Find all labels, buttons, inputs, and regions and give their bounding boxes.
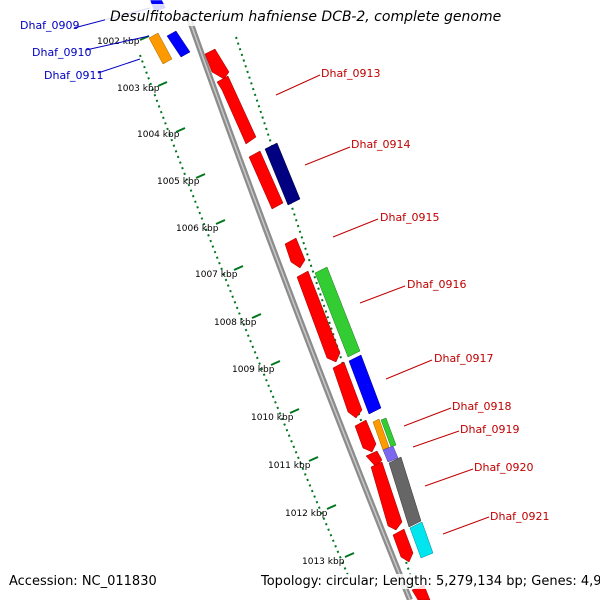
- gene-Dhaf_0921-red[interactable]: [392, 528, 414, 563]
- leader-Dhaf_0914: [304, 146, 351, 166]
- label-Dhaf_0921[interactable]: Dhaf_0921: [490, 510, 550, 523]
- gene-Dhaf_0911[interactable]: [166, 30, 191, 58]
- kbp-label-1009: 1009 kbp: [232, 365, 275, 375]
- genes: [148, 0, 434, 600]
- kbp-tick-1006: [215, 219, 226, 225]
- kbp-label-1008: 1008 kbp: [214, 318, 257, 328]
- kbp-tick-1009: [270, 360, 281, 366]
- genome-title: Desulfitobacterium hafniense DCB-2, comp…: [110, 9, 501, 25]
- label-Dhaf_0910[interactable]: Dhaf_0910: [32, 46, 92, 59]
- label-Dhaf_0913[interactable]: Dhaf_0913: [321, 67, 381, 80]
- leader-Dhaf_0910: [85, 35, 150, 51]
- gene-Dhaf_0920-red-b[interactable]: [370, 461, 403, 531]
- leader-Dhaf_0919: [412, 430, 460, 448]
- kbp-tick-1013: [344, 552, 355, 558]
- leader-Dhaf_0913: [275, 74, 321, 96]
- gene-Dhaf_0920[interactable]: [388, 456, 422, 528]
- accession-text: Accession: NC_011830: [9, 574, 157, 589]
- kbp-ticks: 1002 kbp 1003 kbp 1004 kbp 1005 kbp 1006…: [97, 35, 355, 567]
- gene-Dhaf_0914[interactable]: [264, 142, 301, 206]
- kbp-tick-1010: [289, 408, 300, 414]
- gene-Dhaf_0916[interactable]: [314, 266, 361, 358]
- kbp-tick-1004: [175, 127, 186, 133]
- gene-Dhaf_0920-purple[interactable]: [382, 445, 399, 463]
- gene-Dhaf_0919-red[interactable]: [354, 419, 377, 453]
- title-backdrop: [105, 4, 497, 26]
- label-Dhaf_0917[interactable]: Dhaf_0917: [434, 352, 494, 365]
- leader-Dhaf_0915: [332, 218, 379, 238]
- genome-backbone-highlight: [185, 9, 411, 600]
- gene-Dhaf_0910[interactable]: [148, 32, 173, 65]
- kbp-tick-1005: [195, 173, 206, 179]
- inner-tick-track: [139, 54, 351, 581]
- leader-Dhaf_0917: [385, 359, 433, 380]
- leader-Dhaf_0918: [403, 407, 452, 427]
- gene-Dhaf_0913[interactable]: [216, 75, 257, 145]
- leader-Dhaf_0911: [97, 58, 141, 74]
- kbp-tick-1003: [157, 81, 168, 87]
- kbp-label-1006: 1006 kbp: [176, 224, 219, 234]
- label-Dhaf_0914[interactable]: Dhaf_0914: [351, 138, 411, 151]
- kbp-tick-1011: [308, 456, 319, 462]
- gene-Dhaf_0917[interactable]: [348, 354, 382, 415]
- kbp-label-1010: 1010 kbp: [251, 413, 294, 423]
- kbp-label-1011: 1011 kbp: [268, 461, 311, 471]
- label-Dhaf_0916[interactable]: Dhaf_0916: [407, 278, 467, 291]
- kbp-tick-1012: [326, 504, 337, 510]
- gene-Dhaf_0920-red[interactable]: [365, 450, 383, 468]
- kbp-label-1005: 1005 kbp: [157, 177, 200, 187]
- leader-Dhaf_0921: [442, 516, 490, 535]
- leader-Dhaf_0916: [359, 285, 406, 304]
- label-Dhaf_0919[interactable]: Dhaf_0919: [460, 423, 520, 436]
- kbp-label-1007: 1007 kbp: [195, 270, 238, 280]
- label-Dhaf_0909[interactable]: Dhaf_0909: [20, 19, 80, 32]
- gene-Dhaf_0915[interactable]: [284, 237, 306, 269]
- kbp-label-1003: 1003 kbp: [117, 84, 160, 94]
- label-Dhaf_0915[interactable]: Dhaf_0915: [380, 211, 440, 224]
- gene-labels: Dhaf_0909 Dhaf_0910 Dhaf_0911 Dhaf_0913 …: [20, 19, 550, 523]
- kbp-label-1002: 1002 kbp: [97, 37, 140, 47]
- gene-Dhaf_0915-a[interactable]: [248, 150, 284, 210]
- kbp-tick-1007: [233, 265, 244, 271]
- topology-text: Topology: circular; Length: 5,279,134 bp…: [261, 574, 600, 589]
- kbp-tick-1008: [251, 313, 262, 319]
- label-Dhaf_0918[interactable]: Dhaf_0918: [452, 400, 512, 413]
- kbp-label-1012: 1012 kbp: [285, 509, 328, 519]
- kbp-label-1004: 1004 kbp: [137, 130, 180, 140]
- gene-Dhaf_0921[interactable]: [409, 521, 434, 559]
- label-Dhaf_0920[interactable]: Dhaf_0920: [474, 461, 534, 474]
- gene-Dhaf_0913-a[interactable]: [204, 48, 230, 80]
- leader-Dhaf_0920: [424, 468, 474, 487]
- gene-Dhaf_0917-red[interactable]: [332, 361, 363, 419]
- gene-Dhaf_0916-red[interactable]: [296, 270, 341, 363]
- gene-Dhaf_0919[interactable]: [372, 418, 390, 451]
- label-Dhaf_0911[interactable]: Dhaf_0911: [44, 69, 104, 82]
- kbp-label-1013: 1013 kbp: [302, 557, 345, 567]
- gene-Dhaf_0918[interactable]: [380, 417, 397, 448]
